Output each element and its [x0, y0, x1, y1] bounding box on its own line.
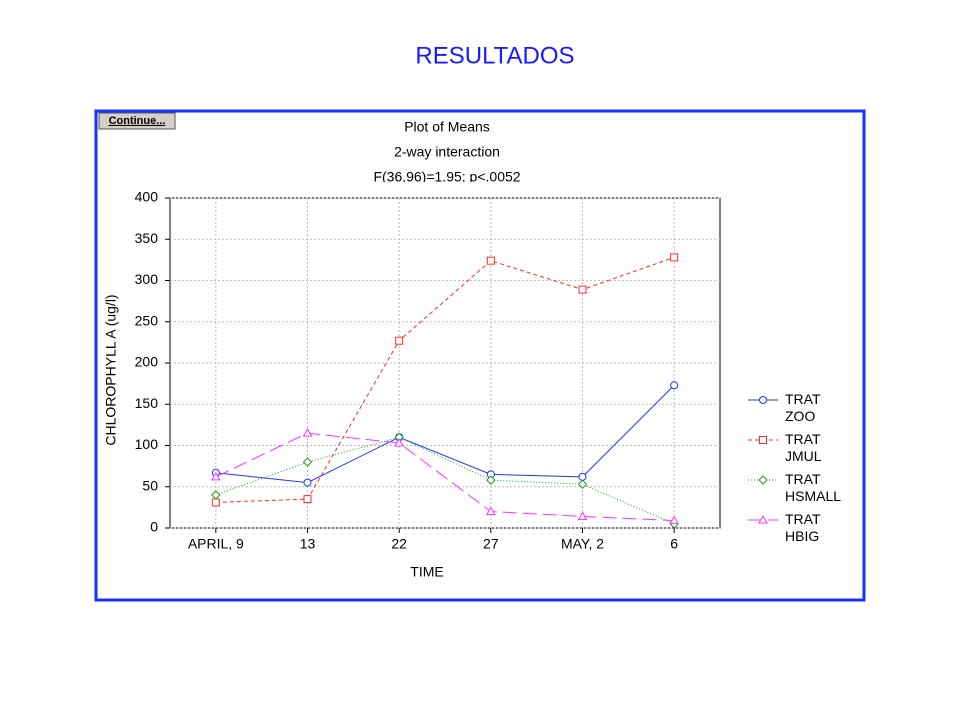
legend-label: TRAT HBIG — [785, 511, 821, 544]
x-tick-label: 22 — [391, 536, 407, 552]
legend-item: TRAT JMUL — [785, 431, 822, 464]
x-tick-label: 27 — [483, 536, 499, 552]
continue-button[interactable] — [98, 112, 176, 130]
y-axis-label: CHLOROPHYLL A (ug/l) — [103, 294, 119, 445]
data-point — [486, 256, 495, 265]
y-tick-label: 100 — [135, 436, 159, 452]
data-point — [670, 253, 679, 262]
data-point — [578, 285, 587, 294]
data-point — [210, 471, 221, 481]
data-point — [578, 472, 587, 481]
data-point — [485, 506, 496, 515]
data-point — [395, 336, 404, 345]
continue-label[interactable]: Continue... — [109, 115, 166, 127]
y-tick-label: 0 — [150, 519, 158, 535]
series-line — [215, 384, 675, 484]
data-point — [577, 511, 588, 520]
y-tick-label: 150 — [135, 395, 159, 411]
x-tick-label: 6 — [670, 536, 678, 552]
y-tick-label: 250 — [135, 312, 159, 328]
data-point — [577, 479, 588, 489]
x-tick-label: 13 — [300, 536, 316, 552]
y-tick-label: 50 — [142, 477, 158, 493]
legend-marker — [759, 436, 767, 444]
legend-item: TRAT ZOO — [785, 391, 821, 424]
y-tick-label: 300 — [135, 271, 159, 287]
series-line — [215, 432, 675, 522]
data-point — [302, 428, 313, 437]
data-point — [303, 495, 312, 504]
y-tick-label: 200 — [135, 354, 159, 370]
series-line — [215, 436, 675, 525]
data-point — [303, 478, 312, 487]
data-point — [394, 438, 405, 447]
legend-item: TRAT HSMALL — [785, 471, 842, 504]
data-point — [211, 490, 221, 500]
legend-marker — [759, 396, 767, 404]
clip-cover — [340, 182, 560, 194]
slide-title: RESULTADOS — [415, 42, 574, 69]
chart-subtitle: 2-way interaction — [394, 144, 500, 160]
x-tick-label: MAY, 2 — [561, 536, 604, 552]
legend-label: TRAT ZOO — [785, 391, 821, 424]
legend-marker — [758, 475, 768, 485]
data-point — [669, 515, 680, 525]
y-tick-label: 400 — [135, 189, 159, 205]
legend-label: TRAT JMUL — [785, 431, 822, 464]
x-tick-label: APRIL, 9 — [188, 536, 244, 552]
data-point — [302, 457, 313, 467]
legend-item: TRAT HBIG — [785, 511, 821, 544]
x-axis-label: TIME — [410, 564, 443, 580]
legend-label: TRAT HSMALL — [785, 471, 842, 504]
data-point — [486, 475, 496, 485]
chart-annotation: F(36,96)=1.95; p<.0052 — [373, 169, 520, 185]
y-tick-label: 350 — [135, 230, 159, 246]
data-point — [670, 381, 679, 390]
data-point — [211, 498, 220, 507]
chart-title: Plot of Means — [404, 119, 490, 135]
legend-marker — [758, 514, 768, 524]
